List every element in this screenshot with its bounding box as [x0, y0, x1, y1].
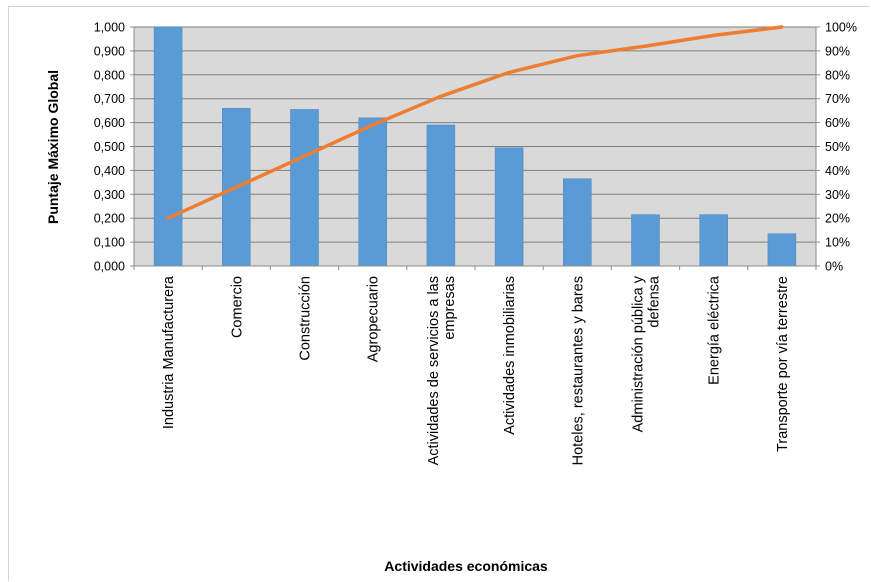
- bar: [358, 117, 387, 267]
- y-tick-label: 0,300: [94, 188, 125, 202]
- y-axis-title: Puntaje Máximo Global: [45, 70, 61, 224]
- y2-tick-label: 20%: [825, 212, 850, 226]
- y-tick-label: 0,600: [94, 116, 125, 130]
- x-tick-label: Comercio: [229, 276, 245, 338]
- y-tick-label: 0,700: [94, 92, 125, 106]
- y2-tick-label: 40%: [825, 164, 850, 178]
- y2-tick-label: 90%: [825, 44, 850, 58]
- x-axis-tick-labels: Industria Manufacturera Comercio Construcc…: [161, 275, 791, 465]
- y2-tick-label: 100%: [825, 21, 857, 35]
- bar: [767, 233, 797, 267]
- bar-series: [153, 26, 797, 267]
- y2-tick-label: 10%: [825, 236, 850, 250]
- y2-tick-label: 50%: [825, 140, 850, 154]
- y-tick-label: 0,000: [94, 260, 125, 274]
- bar: [563, 178, 592, 267]
- y-tick-label: 0,800: [94, 68, 125, 82]
- chart-frame: [8, 6, 870, 581]
- bar: [153, 26, 183, 267]
- y2-axis-tick-labels: 0% 10% 20% 30% 40% 50% 60% 70% 80% 90% 100%: [825, 21, 857, 274]
- y-tick-label: 0,200: [94, 212, 125, 226]
- y-tick-label: 0,500: [94, 140, 125, 154]
- cumulative-line-series: [166, 25, 784, 220]
- x-tick-label: Transporte por vía terrestre: [775, 276, 791, 452]
- x-tick-label: Industria Manufacturera: [161, 275, 177, 429]
- x-axis-title: Actividades económicas: [384, 558, 548, 574]
- y2-tick-label: 30%: [825, 188, 850, 202]
- x-tick-label: Hoteles, restaurantes y bares: [570, 276, 586, 465]
- x-tick-label: defensa: [647, 275, 663, 328]
- y2-tick-label: 60%: [825, 116, 850, 130]
- cumulative-line: [166, 25, 784, 220]
- x-tick-label: Construcción: [298, 276, 314, 361]
- y2-tick-label: 80%: [825, 68, 850, 82]
- y2-tick-label: 70%: [825, 92, 850, 106]
- bar: [426, 124, 456, 267]
- y-tick-label: 0,400: [94, 164, 125, 178]
- x-tick-label: Actividades de servicios a las: [426, 276, 442, 465]
- x-tick-label: Administración pública y: [631, 275, 647, 432]
- x-tick-label: Energía eléctrica: [707, 275, 723, 385]
- y-axis-tick-labels: 0,000 0,100 0,200 0,300 0,400 0,500 0,600 0,700…: [94, 21, 125, 274]
- x-tick-label: empresas: [442, 276, 458, 340]
- x-tick-label: Agropecuario: [366, 276, 382, 362]
- bar: [631, 214, 660, 267]
- y-tick-label: 0,900: [94, 44, 125, 58]
- y-tick-label: 0,100: [94, 236, 125, 250]
- y-tick-label: 1,000: [94, 21, 125, 35]
- y2-tick-label: 0%: [825, 260, 843, 274]
- x-tick-label: Actividades inmobiliarias: [502, 276, 518, 435]
- axes: [130, 26, 820, 270]
- bar: [699, 214, 728, 267]
- bar: [290, 109, 319, 267]
- bar: [494, 147, 524, 267]
